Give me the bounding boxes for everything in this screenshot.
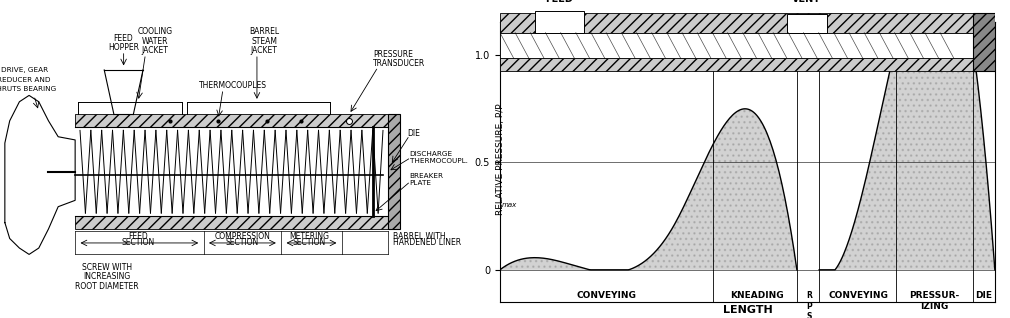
Text: BREAKER: BREAKER <box>410 174 443 179</box>
Text: RELATIVE PRESSURE, P/P: RELATIVE PRESSURE, P/P <box>497 103 505 215</box>
Text: STEAM: STEAM <box>251 37 277 46</box>
Text: JACKET: JACKET <box>250 46 278 55</box>
Text: SECTION: SECTION <box>121 238 155 247</box>
Text: THERMOCOUPL.: THERMOCOUPL. <box>410 158 468 163</box>
Text: WATER: WATER <box>141 37 169 46</box>
Text: CONVEYING: CONVEYING <box>577 291 636 300</box>
Text: PRESSURE: PRESSURE <box>374 50 413 59</box>
Text: FEED: FEED <box>545 0 574 4</box>
Text: R
P
S: R P S <box>806 291 812 318</box>
Text: THRUTS BEARING: THRUTS BEARING <box>0 86 57 92</box>
Text: METERING: METERING <box>289 232 329 241</box>
Text: DRIVE, GEAR: DRIVE, GEAR <box>1 67 47 73</box>
Text: max: max <box>502 202 517 208</box>
Text: INCREASING: INCREASING <box>83 272 130 281</box>
Text: FEED: FEED <box>128 232 148 241</box>
Bar <box>75 114 388 127</box>
Text: HARDENED LINER: HARDENED LINER <box>393 238 461 247</box>
Text: HOPPER: HOPPER <box>108 43 139 52</box>
Text: KNEADING: KNEADING <box>730 291 784 300</box>
Text: BARREL WITH: BARREL WITH <box>393 232 445 241</box>
Text: COOLING: COOLING <box>137 27 173 36</box>
Text: PLATE: PLATE <box>410 180 431 186</box>
Text: SECTION: SECTION <box>226 238 259 247</box>
Text: SECTION: SECTION <box>292 238 325 247</box>
Bar <box>75 216 388 229</box>
Text: DIE: DIE <box>407 129 420 138</box>
Text: BARREL: BARREL <box>249 27 280 36</box>
Text: DIE: DIE <box>976 291 993 300</box>
Text: PRESSUR-
IZING: PRESSUR- IZING <box>909 291 959 311</box>
Text: FEED: FEED <box>114 34 133 43</box>
Text: VENT: VENT <box>792 0 821 4</box>
X-axis label: LENGTH: LENGTH <box>722 305 773 315</box>
Text: CONVEYING: CONVEYING <box>829 291 889 300</box>
Text: DISCHARGE: DISCHARGE <box>410 151 452 157</box>
Polygon shape <box>5 95 75 254</box>
Text: ROOT DIAMETER: ROOT DIAMETER <box>75 282 138 291</box>
Text: JACKET: JACKET <box>141 46 169 55</box>
Bar <box>388 114 400 229</box>
Text: REDUCER AND: REDUCER AND <box>0 77 50 82</box>
Text: THERMOCOUPLES: THERMOCOUPLES <box>199 81 267 90</box>
Text: TRANSDUCER: TRANSDUCER <box>374 59 425 68</box>
Text: SCREW WITH: SCREW WITH <box>82 263 131 272</box>
Text: COMPRESSION: COMPRESSION <box>214 232 271 241</box>
